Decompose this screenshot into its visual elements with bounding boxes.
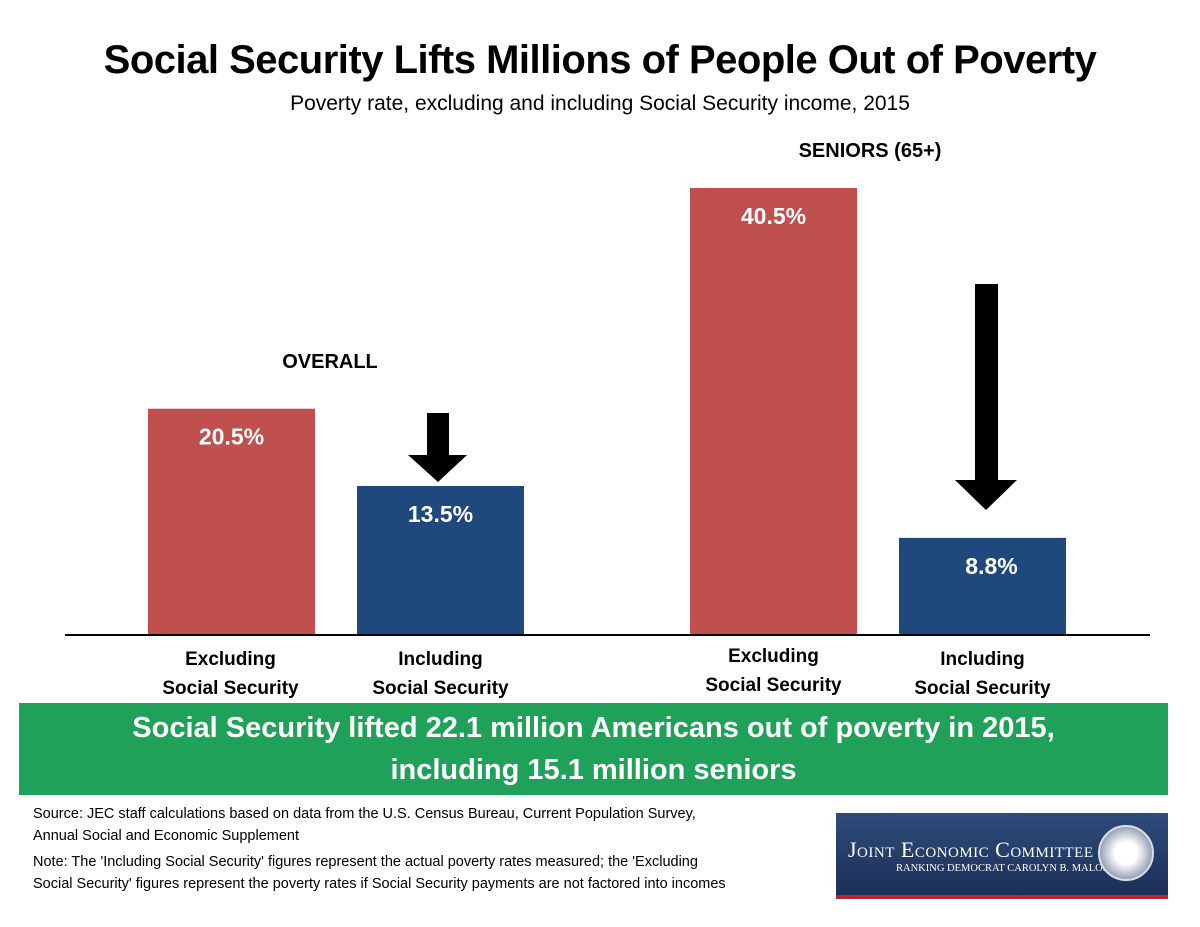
data-label: 20.5%: [199, 424, 264, 450]
logo-subtitle: RANKING DEMOCRAT CAROLYN B. MALONEY: [896, 863, 1125, 874]
source-line-2: Annual Social and Economic Supplement: [33, 828, 299, 844]
chart-subtitle: Poverty rate, excluding and including So…: [290, 92, 910, 115]
note-line-2: Social Security' figures represent the p…: [33, 876, 726, 892]
source-line-1: Source: JEC staff calculations based on …: [33, 806, 696, 822]
bar-overall-including: [357, 486, 524, 635]
logo-title: Joint Economic Committee: [848, 837, 1094, 862]
methodology-note: Note: The 'Including Social Security' fi…: [33, 851, 726, 895]
bar-seniors-excluding: [690, 188, 857, 635]
group-label-seniors: SENIORS (65+): [799, 140, 942, 162]
bar-seniors-including: [899, 537, 1066, 635]
bar-overall-excluding: [148, 408, 315, 635]
data-label: 40.5%: [741, 203, 806, 229]
x-tick-label: Including Social Security: [372, 649, 509, 699]
x-tick-label: Including Social Security: [914, 649, 1051, 699]
down-arrow-icon: [408, 413, 467, 482]
note-line-1: Note: The 'Including Social Security' fi…: [33, 854, 698, 870]
x-tick-label: Excluding Social Security: [162, 649, 299, 699]
down-arrow-icon: [955, 284, 1017, 510]
banner-line-2: including 15.1 million seniors: [390, 754, 797, 786]
congress-seal-icon: [1098, 825, 1154, 881]
chart-title: Social Security Lifts Millions of People…: [103, 38, 1097, 82]
banner-line-1: Social Security lifted 22.1 million Amer…: [132, 712, 1055, 744]
data-label: 13.5%: [408, 501, 473, 527]
jec-logo: Joint Economic Committee RANKING DEMOCRA…: [836, 813, 1168, 899]
bar-chart: 20.5% 13.5% 40.5% 8.8% OVERALL SENIORS (65+…: [65, 140, 1150, 636]
summary-banner: Social Security lifted 22.1 million Amer…: [19, 703, 1168, 795]
source-note: Source: JEC staff calculations based on …: [33, 803, 696, 847]
group-label-overall: OVERALL: [282, 351, 378, 373]
data-label: 8.8%: [965, 553, 1017, 579]
x-tick-label: Excluding Social Security: [705, 646, 842, 696]
